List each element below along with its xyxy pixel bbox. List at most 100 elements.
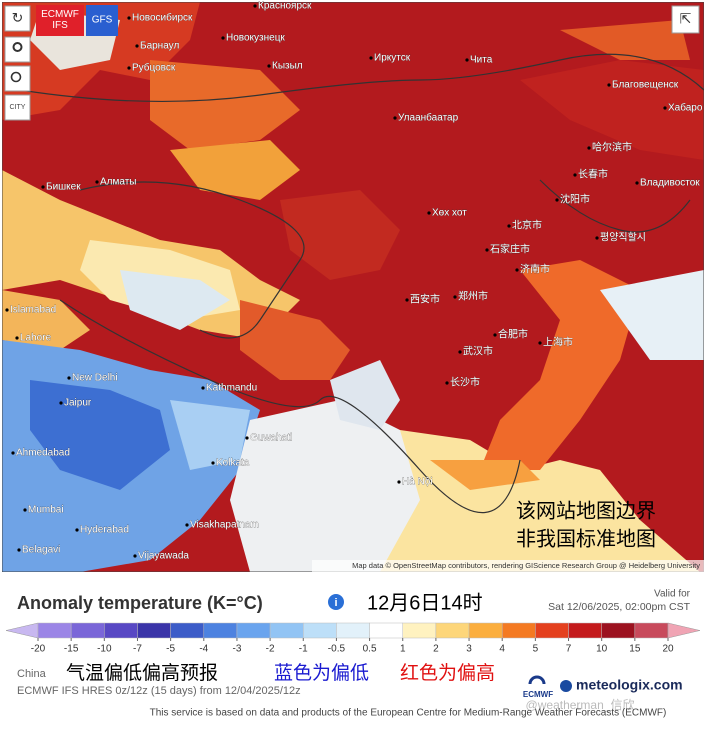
city-dot xyxy=(245,436,249,440)
colorbar-swatch xyxy=(236,622,271,639)
colorbar-tick-label: -1 xyxy=(299,644,308,655)
city-button[interactable] xyxy=(4,94,31,121)
city-dot xyxy=(15,336,19,340)
city-dot xyxy=(507,224,511,228)
city-label: Новосибирск xyxy=(132,12,193,24)
city-label: Хабаро xyxy=(668,102,703,114)
colorbar-tick-label: -5 xyxy=(166,644,175,655)
ecmwf-logo: ECMWF xyxy=(523,690,553,699)
ecmwf-button[interactable] xyxy=(36,5,84,36)
region: China xyxy=(17,668,47,680)
city-labels: Красноярск Новосибирск Барнаул Новокузнецк Р… xyxy=(5,0,703,562)
city-dot xyxy=(211,461,215,465)
city-dot xyxy=(201,386,205,390)
refresh-button[interactable] xyxy=(4,5,31,32)
city-dot xyxy=(458,350,462,354)
colorbar-swatch xyxy=(203,622,238,639)
locate-button[interactable] xyxy=(4,36,31,63)
city-label: Mumbai xyxy=(28,505,64,516)
info-icon: i xyxy=(334,597,337,609)
colorbar-swatch xyxy=(5,622,39,639)
city-label: Ahmedabad xyxy=(16,448,70,459)
colorbar-tick-label: -15 xyxy=(64,644,79,655)
city-dot xyxy=(185,523,189,527)
colorbar-swatch xyxy=(369,622,403,639)
model-info: ECMWF IFS HRES 0z/12z (15 days) from 12/… xyxy=(17,685,301,697)
time-cn: 12月6日14时 xyxy=(367,591,483,614)
colorbar-swatch xyxy=(170,622,205,639)
city-label: 合肥市 xyxy=(498,328,528,341)
city-label: Улаанбаатар xyxy=(398,112,459,124)
city-label: 济南市 xyxy=(520,263,550,276)
colorbar-swatch xyxy=(667,622,701,639)
city-dot xyxy=(515,268,519,272)
brand: meteologix.com xyxy=(576,677,683,693)
colorbar-tick-label: 1 xyxy=(400,644,406,655)
city-dot xyxy=(59,401,63,405)
city-label: Рубцовск xyxy=(132,62,176,74)
city-dot xyxy=(453,295,457,299)
city-label: 哈尔滨市 xyxy=(592,141,632,154)
colorbar-swatch xyxy=(634,622,669,639)
city-dot xyxy=(17,548,21,552)
attribution-bg xyxy=(312,560,704,572)
city-dot xyxy=(427,211,431,215)
city-label: Islamabad xyxy=(10,305,56,316)
colorbar-tick-label: -4 xyxy=(199,644,208,655)
attribution: Map data © OpenStreetMap contributors, r… xyxy=(352,561,700,570)
city-label: Алматы xyxy=(100,177,137,188)
colorbar-tick-label: 10 xyxy=(596,644,608,655)
red-note: 红色为偏高 xyxy=(400,662,495,684)
watermark: 该网站地图边界 xyxy=(516,499,656,522)
colorbar-swatch xyxy=(137,622,171,639)
map[interactable] xyxy=(2,2,704,572)
colorbar-tick-label: -2 xyxy=(266,644,275,655)
colorbar-swatch xyxy=(568,622,602,639)
colorbar: -20 -15 -10 -7 -5 -4 -3 -2 -1 -0.5 0.5 1 2 3 4 5 7 10 15 20 xyxy=(5,622,701,655)
colorbar-tick-label: -20 xyxy=(31,644,46,655)
city-label: Благовещенск xyxy=(612,80,679,91)
city-label: Владивосток xyxy=(640,178,700,189)
disclaimer: This service is based on data and produc… xyxy=(150,708,667,719)
city-dot xyxy=(75,528,79,532)
info-button[interactable] xyxy=(328,594,344,610)
city-dot xyxy=(67,376,71,380)
city-dot xyxy=(493,333,497,337)
city-dot xyxy=(485,248,489,252)
city-dot xyxy=(595,236,599,240)
city-dot xyxy=(5,308,9,312)
colorbar-swatch xyxy=(435,622,470,639)
colorbar-swatch xyxy=(336,622,370,639)
colorbar-swatch xyxy=(303,622,337,639)
city-dot xyxy=(221,36,225,40)
city-dot xyxy=(587,146,591,150)
colorbar-tick-label: 3 xyxy=(466,644,472,655)
zoom-button[interactable] xyxy=(4,65,31,92)
valid-time: Sat 12/06/2025, 02:00pm CST xyxy=(548,601,690,613)
colorbar-tick-label: 4 xyxy=(499,644,505,655)
note-cn: 气温偏低偏高预报 xyxy=(66,662,218,684)
model-button-label: ECMWF IFS xyxy=(41,9,79,31)
city-label: 石家庄市 xyxy=(490,243,530,256)
city-label: 郑州市 xyxy=(458,290,488,303)
watermark: 非我国标准地图 xyxy=(516,527,656,550)
city-dot xyxy=(635,181,639,185)
city-label: Guwahati xyxy=(250,433,292,444)
borders xyxy=(19,53,704,514)
share-button[interactable] xyxy=(671,5,700,34)
city-label: Hyderabad xyxy=(80,525,129,536)
city-dot xyxy=(573,173,577,177)
colorbar-tick-label: -0.5 xyxy=(328,644,346,655)
city-label: 上海市 xyxy=(543,336,573,349)
gfs-button[interactable] xyxy=(86,5,118,36)
blue-note: 蓝色为偏低 xyxy=(274,662,369,684)
city-dot xyxy=(127,66,131,70)
city-label: Kathmandu xyxy=(206,383,257,394)
weibo-watermark: @weatherman_信欣 xyxy=(526,698,635,712)
city-dot xyxy=(607,83,611,87)
city-label: Kolkata xyxy=(216,458,250,469)
city-dot xyxy=(445,381,449,385)
city-dot xyxy=(538,341,542,345)
